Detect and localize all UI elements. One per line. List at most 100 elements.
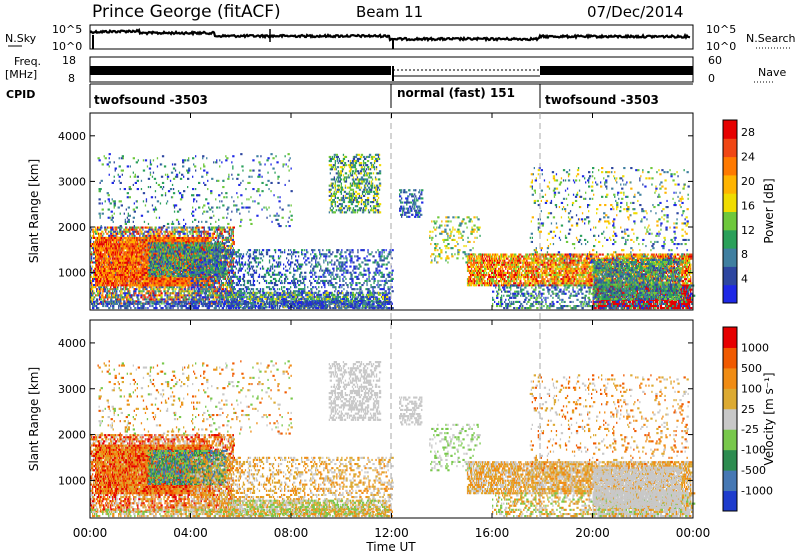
heatmap-cell — [144, 245, 146, 247]
heatmap-cell — [120, 292, 121, 294]
heatmap-cell — [221, 280, 222, 282]
heatmap-cell — [118, 239, 120, 241]
heatmap-cell — [115, 264, 117, 266]
heatmap-cell — [129, 270, 130, 272]
heatmap-cell — [126, 227, 127, 229]
heatmap-cell — [99, 262, 100, 264]
heatmap-cell — [228, 227, 230, 229]
heatmap-cell — [138, 266, 139, 268]
heatmap-cell — [233, 264, 234, 266]
heatmap-cell — [137, 298, 139, 300]
heatmap-cell — [119, 262, 121, 264]
heatmap-cell — [91, 270, 92, 272]
heatmap-cell — [121, 237, 122, 239]
heatmap-cell — [189, 296, 190, 298]
heatmap-cell — [106, 296, 108, 298]
heatmap-cell — [225, 284, 226, 286]
heatmap-cell — [177, 294, 179, 296]
heatmap-cell — [185, 296, 187, 298]
heatmap-cell — [91, 257, 92, 259]
heatmap-cell — [127, 235, 128, 237]
heatmap-cell — [154, 292, 156, 294]
heatmap-cell — [96, 278, 98, 280]
heatmap-cell — [156, 294, 158, 296]
freq-tick-top: 18 — [62, 54, 76, 67]
heatmap-cell — [167, 290, 168, 292]
heatmap-cell — [142, 298, 144, 300]
heatmap-cell — [120, 274, 122, 276]
heatmap-cell — [93, 298, 94, 300]
heatmap-cell — [169, 294, 170, 296]
heatmap-cell — [145, 264, 147, 266]
heatmap-cell — [201, 286, 203, 288]
heatmap-cell — [215, 231, 216, 233]
heatmap-cell — [135, 227, 137, 229]
heatmap-cell — [114, 237, 116, 239]
heatmap-cell — [112, 290, 113, 292]
heatmap-cell — [148, 294, 150, 296]
heatmap-cell — [103, 286, 105, 288]
heatmap-cell — [157, 231, 158, 233]
heatmap-cell — [160, 294, 162, 296]
station-title: Prince George (fitACF) — [92, 2, 281, 22]
heatmap-cell — [123, 266, 124, 268]
heatmap-cell — [233, 237, 234, 239]
heatmap-cell — [135, 262, 136, 264]
heatmap-cell — [212, 288, 214, 290]
heatmap-cell — [165, 229, 167, 231]
heatmap-cell — [129, 298, 131, 300]
heatmap-cell — [178, 231, 180, 233]
heatmap-cell — [110, 249, 111, 251]
heatmap-cell — [135, 288, 137, 290]
heatmap-cell — [97, 290, 99, 292]
heatmap-cell — [131, 229, 133, 231]
heatmap-cell — [213, 286, 215, 288]
heatmap-cell — [141, 231, 142, 233]
heatmap-cell — [178, 296, 179, 298]
heatmap-cell — [148, 229, 150, 231]
heatmap-cell — [197, 286, 199, 288]
heatmap-cell — [189, 292, 190, 294]
heatmap-cell — [111, 235, 113, 237]
heatmap-cell — [201, 233, 202, 235]
heatmap-cell — [216, 235, 218, 237]
heatmap-cell — [120, 290, 122, 292]
heatmap-cell — [112, 280, 113, 282]
heatmap-cell — [136, 286, 137, 288]
heatmap-cell — [129, 233, 131, 235]
heatmap-cell — [109, 276, 111, 278]
heatmap-cell — [181, 292, 182, 294]
nsky-tick-top: 10^5 — [52, 23, 82, 36]
heatmap-cell — [154, 294, 156, 296]
heatmap-cell — [161, 229, 162, 231]
heatmap-cell — [214, 229, 215, 231]
heatmap-cell — [103, 233, 104, 235]
heatmap-cell — [179, 294, 181, 296]
heatmap-cell — [127, 278, 128, 280]
heatmap-cell — [144, 237, 145, 239]
heatmap-cell — [96, 298, 98, 300]
heatmap-cell — [117, 249, 119, 251]
heatmap-cell — [222, 288, 224, 290]
heatmap-cell — [115, 268, 117, 270]
freq-unit-label: [MHz] — [5, 68, 37, 81]
heatmap-cell — [153, 233, 154, 235]
heatmap-cell — [140, 296, 142, 298]
heatmap-cell — [106, 292, 108, 294]
heatmap-cell — [209, 229, 211, 231]
heatmap-cell — [131, 264, 133, 266]
heatmap-cell — [185, 288, 186, 290]
heatmap-cell — [207, 231, 209, 233]
heatmap-cell — [197, 298, 199, 300]
heatmap-cell — [138, 264, 140, 266]
heatmap-cell — [110, 251, 112, 253]
heatmap-cell — [123, 282, 125, 284]
heatmap-cell — [179, 233, 180, 235]
heatmap-cell — [130, 227, 132, 229]
heatmap-cell — [137, 241, 138, 243]
heatmap-cell — [140, 260, 141, 262]
heatmap-cell — [127, 282, 128, 284]
heatmap-cell — [138, 231, 139, 233]
heatmap-cell — [170, 235, 172, 237]
